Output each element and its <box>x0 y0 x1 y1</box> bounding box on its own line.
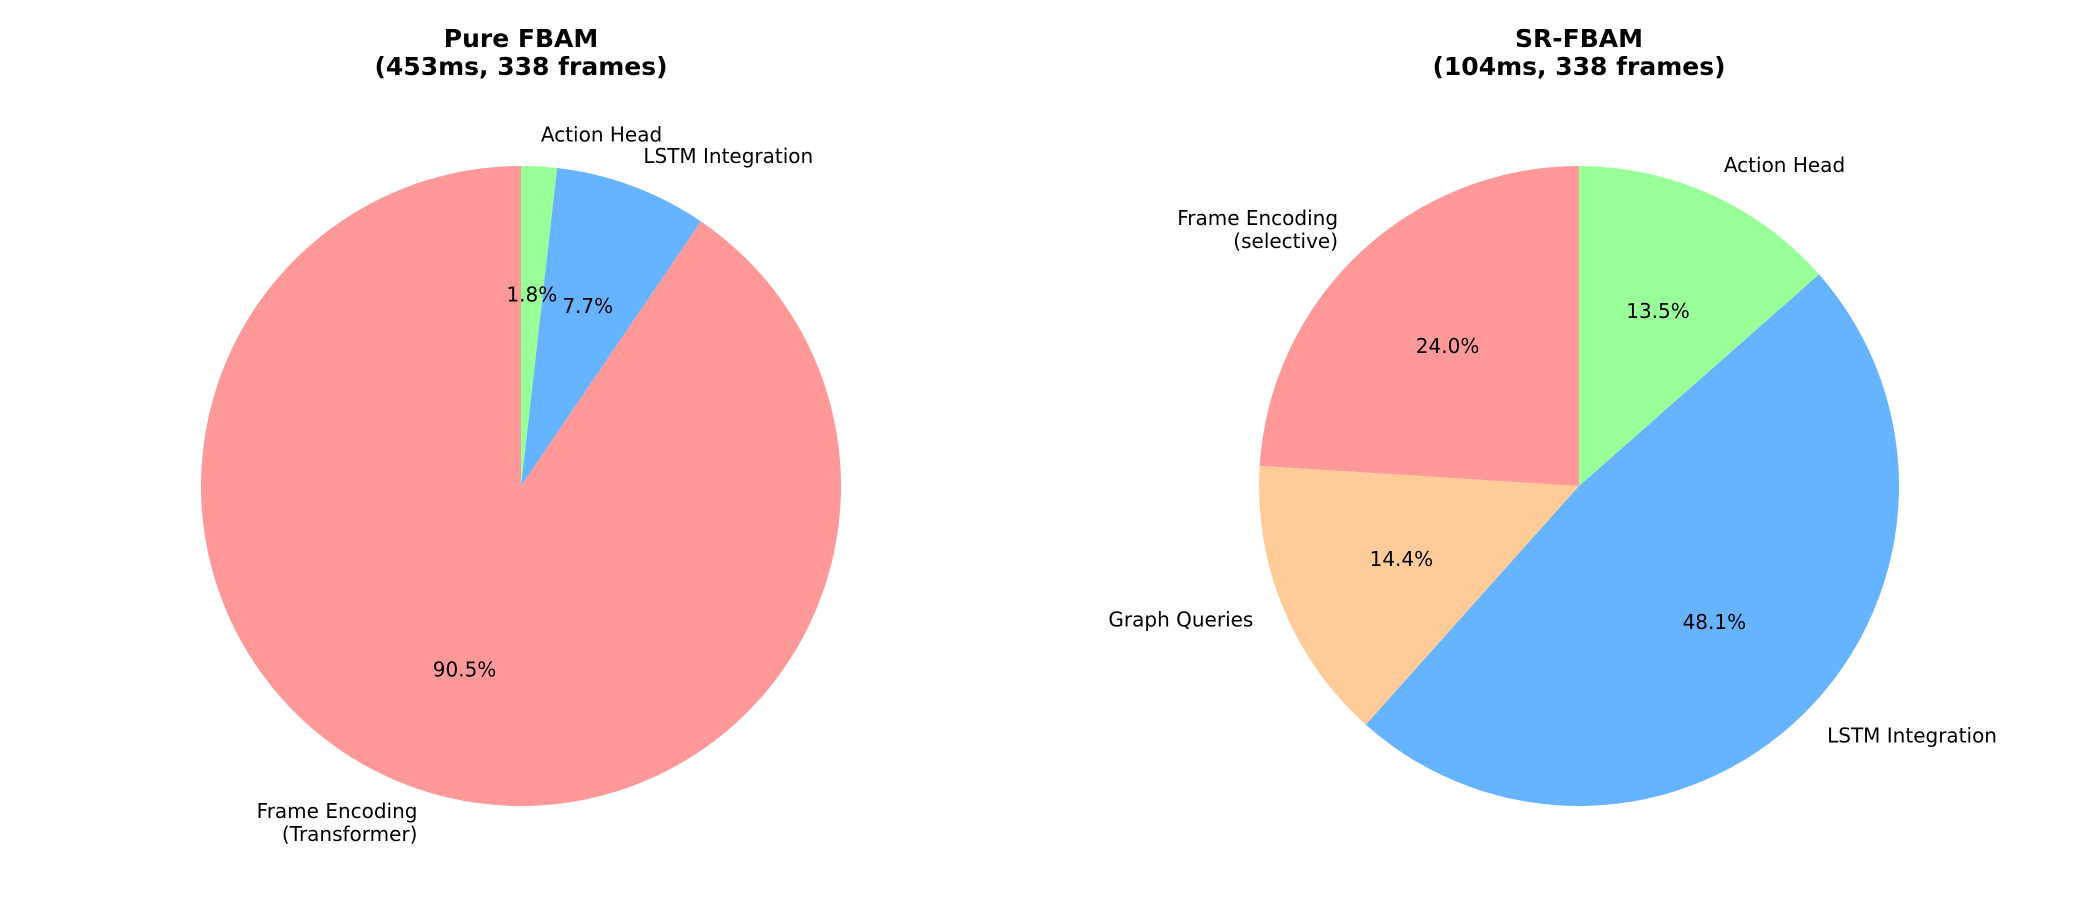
pie-slice-action-head <box>1579 166 1820 486</box>
pie-slice-frame-encoding-selective <box>1259 166 1579 486</box>
slice-label-frame-encoding-transformer: Frame Encoding (Transformer) <box>257 799 418 846</box>
slice-label-action-head: Action Head <box>541 123 662 147</box>
slice-label-lstm-integration: LSTM Integration <box>1827 724 1997 748</box>
slice-label-lstm-integration: LSTM Integration <box>643 144 813 168</box>
pie-slices <box>1259 166 1899 806</box>
chart-title-line1: SR-FBAM <box>1515 24 1643 53</box>
chart-title-line1: Pure FBAM <box>444 24 598 53</box>
pct-label-lstm-integration: 48.1% <box>1683 610 1747 634</box>
chart-title-line2: (104ms, 338 frames) <box>1432 52 1725 81</box>
pie-labels: Frame Encoding (Transformer) 90.5% LSTM Int… <box>257 123 814 846</box>
pie-slice-lstm-integration <box>1365 274 1899 806</box>
pct-label-lstm-integration: 7.7% <box>562 294 613 318</box>
chart-title-line2: (453ms, 338 frames) <box>374 52 667 81</box>
pie-slice-lstm-integration <box>521 168 701 487</box>
slice-label-graph-queries: Graph Queries <box>1108 608 1253 632</box>
slice-label-frame-encoding-selective: Frame Encoding (selective) <box>1177 206 1338 253</box>
slice-label-action-head: Action Head <box>1724 153 1845 177</box>
pie-slice-graph-queries <box>1259 465 1579 725</box>
pie-labels: Frame Encoding (selective) 24.0% Graph Quer… <box>1108 153 1997 747</box>
pie-slices <box>201 166 842 806</box>
pct-label-action-head: 13.5% <box>1626 299 1690 323</box>
chart-sr-fbam: SR-FBAM (104ms, 338 frames) Frame Encodi… <box>1108 24 1997 806</box>
pie-slice-action-head <box>521 166 558 486</box>
pie-slice-frame-encoding-transformer <box>201 166 842 806</box>
pct-label-frame-encoding-transformer: 90.5% <box>433 658 497 682</box>
chart-pure-fbam: Pure FBAM (453ms, 338 frames) Frame Enco… <box>201 24 842 846</box>
pct-label-action-head: 1.8% <box>506 282 557 306</box>
pct-label-graph-queries: 14.4% <box>1370 547 1434 571</box>
pct-label-frame-encoding-selective: 24.0% <box>1416 334 1480 358</box>
